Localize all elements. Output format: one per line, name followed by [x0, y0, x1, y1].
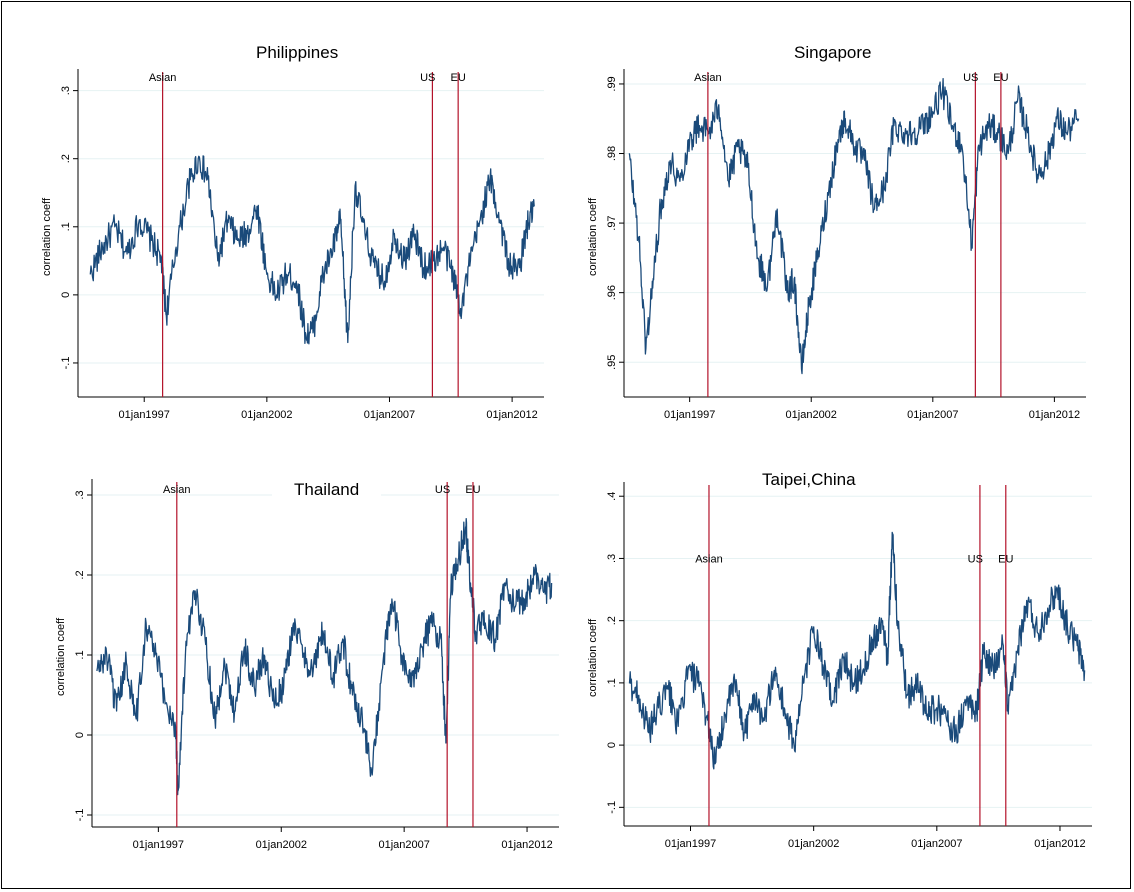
series-line — [96, 518, 553, 796]
chart-panel-singapore: Singapore .95 .96 .97 .98 .99 correlation coe… — [566, 32, 1114, 452]
chart-title: Taipei,China — [740, 470, 878, 490]
y-tick-label: .4 — [606, 492, 618, 501]
y-tick-label: .95 — [606, 355, 618, 370]
y-tick-label: .99 — [606, 76, 618, 91]
chart-title: Philippines — [234, 43, 361, 63]
x-tick-label: 01jan2002 — [786, 409, 837, 421]
event-label: US — [968, 553, 983, 565]
x-tick-label: 01jan2007 — [911, 838, 962, 850]
y-tick-label: .1 — [60, 222, 72, 231]
event-label: EU — [998, 553, 1013, 565]
x-tick-label: 01jan1997 — [665, 838, 716, 850]
y-tick-label: -.1 — [74, 809, 86, 822]
x-tick-label: 01jan2012 — [501, 839, 552, 851]
chart-svg: -.1 0 .1 .2 .3 .4 correlation coeff 01jan1997 01… — [587, 482, 1092, 850]
x-tick-label: 01jan2012 — [1034, 838, 1085, 850]
event-label: Asian — [163, 484, 191, 496]
event-label: Asian — [149, 72, 177, 84]
chart-svg: -.1 0 .1 .2 .3 correlation coeff 01jan1997 01ja… — [55, 479, 559, 851]
y-axis-label: correlation coeff — [41, 197, 53, 276]
series-line — [628, 78, 1080, 375]
series-line — [89, 155, 535, 345]
y-tick-label: .3 — [74, 490, 86, 499]
y-tick-label: .2 — [60, 154, 72, 163]
y-axis-label: correlation coeff — [587, 197, 599, 276]
x-tick-label: 01jan1997 — [133, 839, 184, 851]
y-tick-label: -.1 — [60, 357, 72, 370]
x-tick-label: 01jan1997 — [119, 409, 170, 421]
y-tick-label: .98 — [606, 146, 618, 161]
chart-title: Thailand — [272, 480, 382, 500]
y-tick-label: 0 — [606, 742, 618, 748]
y-tick-label: .96 — [606, 285, 618, 300]
event-label: Asian — [695, 553, 723, 565]
y-tick-label: .97 — [606, 215, 618, 230]
y-axis-label: correlation coeff — [587, 618, 599, 697]
x-tick-label: 01jan2002 — [256, 839, 307, 851]
y-tick-label: .3 — [60, 86, 72, 95]
chart-title: Singapore — [772, 43, 894, 63]
event-label: US — [963, 72, 978, 84]
x-tick-label: 01jan2007 — [907, 409, 958, 421]
x-tick-label: 01jan2007 — [378, 839, 429, 851]
y-tick-label: 0 — [74, 732, 86, 738]
x-tick-label: 01jan2007 — [364, 409, 415, 421]
chart-svg: -.1 0 .1 .2 .3 correlation coeff 01jan1997 01ja… — [41, 69, 544, 421]
x-tick-label: 01jan2002 — [241, 409, 292, 421]
y-tick-label: .3 — [606, 554, 618, 563]
chart-panel-thailand: Thailand -.1 0 .1 .2 .3 correlation coeff 01ja… — [14, 472, 569, 872]
y-tick-label: -.1 — [606, 801, 618, 814]
event-label: EU — [451, 72, 466, 84]
x-tick-label: 01jan2012 — [1029, 409, 1080, 421]
x-tick-label: 01jan2012 — [486, 409, 537, 421]
event-label: EU — [465, 484, 480, 496]
event-label: Asian — [694, 72, 722, 84]
y-axis-label: correlation coeff — [55, 617, 67, 696]
y-tick-label: .2 — [74, 570, 86, 579]
y-tick-label: 0 — [60, 292, 72, 298]
y-tick-label: .2 — [606, 616, 618, 625]
chart-svg: .95 .96 .97 .98 .99 correlation coeff 01jan199… — [587, 69, 1086, 421]
chart-panel-philippines: Philippines -.1 0 .1 .2 .3 correlation coeff 0… — [14, 32, 559, 452]
event-label: EU — [993, 72, 1008, 84]
series-line — [628, 531, 1086, 770]
event-label: US — [435, 484, 450, 496]
x-tick-label: 01jan2002 — [788, 838, 839, 850]
y-tick-label: .1 — [74, 650, 86, 659]
chart-panel-taipei-china: Taipei,China -.1 0 .1 .2 .3 .4 correlation coe… — [566, 470, 1114, 872]
x-tick-label: 01jan1997 — [664, 409, 715, 421]
event-label: US — [420, 72, 435, 84]
y-tick-label: .1 — [606, 678, 618, 687]
